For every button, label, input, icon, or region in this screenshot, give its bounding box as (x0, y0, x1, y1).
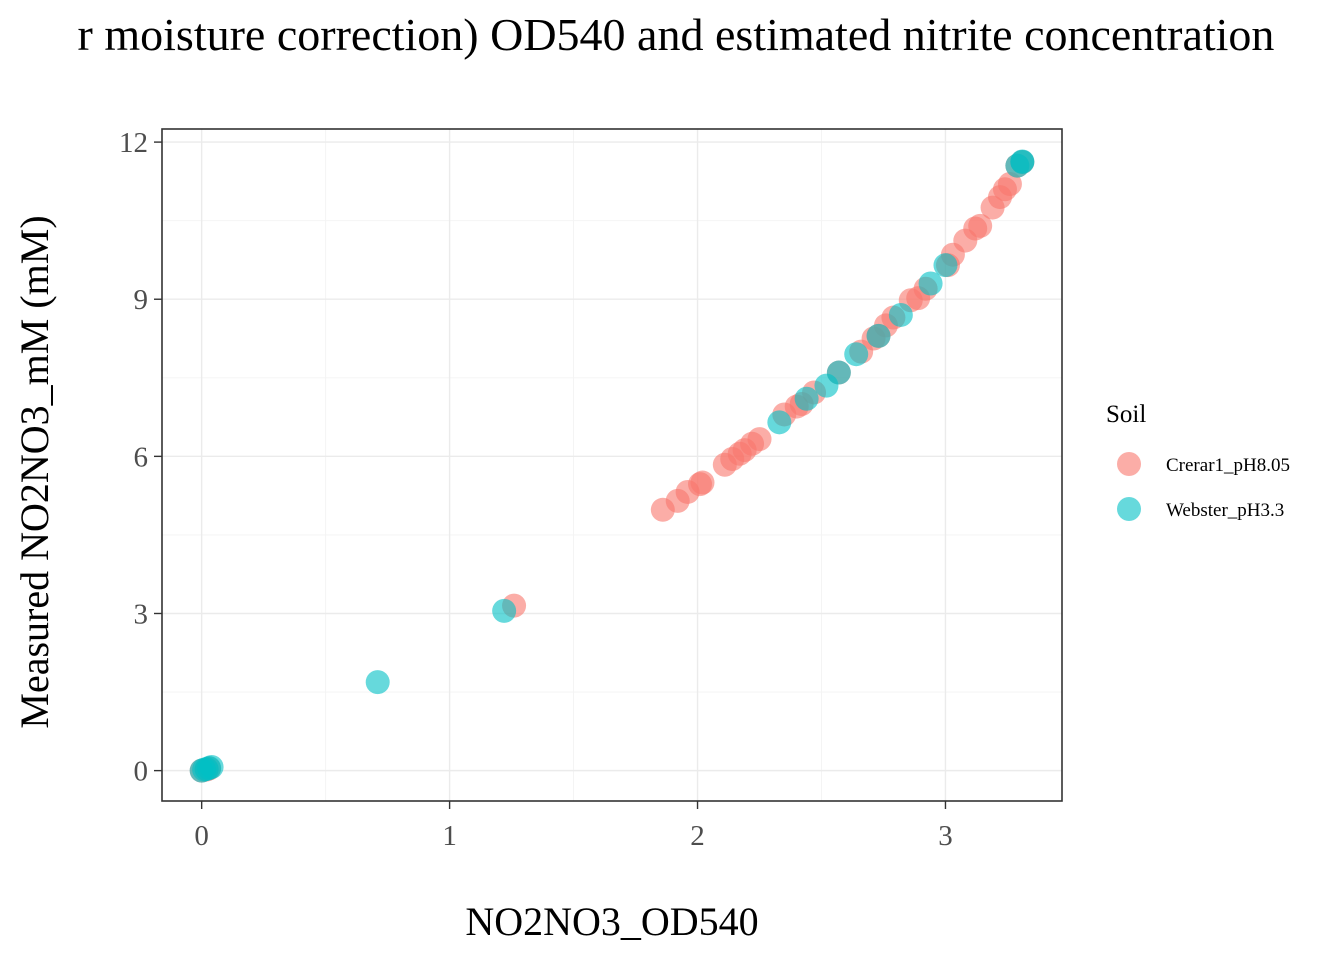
x-tick-label: 1 (442, 820, 457, 852)
y-axis-title: Measured NO2NO3_mM (mM) (12, 215, 57, 728)
data-point-webster (492, 598, 517, 623)
data-point-webster (933, 253, 958, 278)
legend-item-crerar: Crerar1_pH8.05 (1117, 452, 1290, 476)
y-tick-label: 9 (134, 284, 149, 316)
data-point-webster (888, 302, 913, 327)
legend-item-webster: Webster_pH3.3 (1117, 497, 1284, 521)
data-point-crerar (690, 470, 715, 495)
chart-title: r moisture correction) OD540 and estimat… (78, 9, 1275, 60)
data-point-webster (844, 342, 869, 367)
y-tick-label: 12 (119, 127, 148, 159)
legend-swatch-webster (1117, 497, 1141, 521)
data-points (189, 149, 1035, 783)
x-tick-label: 3 (938, 820, 953, 852)
plot-panel-border (161, 128, 1063, 802)
grid-lines (162, 129, 1062, 801)
data-point-webster (767, 410, 792, 435)
legend-label-crerar: Crerar1_pH8.05 (1166, 455, 1290, 476)
data-point-crerar (747, 427, 772, 452)
y-tick-label: 3 (134, 598, 149, 630)
x-tick-label: 2 (690, 820, 705, 852)
data-point-webster (199, 754, 224, 779)
data-point-webster (866, 323, 891, 348)
data-point-crerar (997, 171, 1022, 196)
data-point-webster (826, 360, 851, 385)
data-point-crerar (968, 213, 993, 238)
data-point-webster (918, 271, 943, 296)
legend: Soil Crerar1_pH8.05 Webster_pH3.3 (1106, 401, 1290, 521)
legend-label-webster: Webster_pH3.3 (1166, 500, 1284, 521)
data-point-webster (794, 386, 819, 411)
y-tick-label: 0 (134, 756, 149, 788)
data-point-webster (365, 670, 390, 695)
legend-title: Soil (1106, 401, 1146, 428)
legend-swatch-crerar (1117, 452, 1141, 476)
y-tick-label: 6 (134, 441, 149, 473)
x-tick-label: 0 (194, 820, 209, 852)
data-point-webster (1010, 149, 1035, 174)
x-axis-title: NO2NO3_OD540 (465, 899, 758, 944)
